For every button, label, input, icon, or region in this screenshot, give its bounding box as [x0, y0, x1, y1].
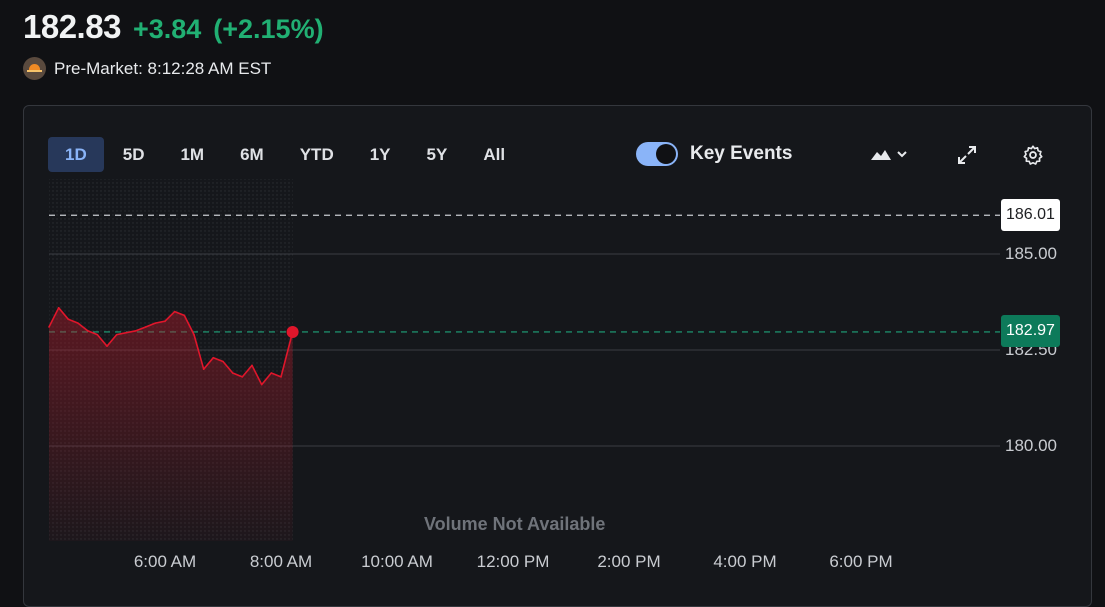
price-point	[193, 333, 195, 336]
price-point	[164, 320, 166, 322]
price-points	[48, 306, 294, 386]
chart-card: 1D 5D 1M 6M YTD 1Y 5Y All Key Events	[23, 105, 1092, 607]
price-point	[270, 372, 273, 374]
range-tab-all[interactable]: All	[483, 145, 506, 164]
price-area	[49, 307, 293, 541]
range-tab-1y[interactable]: 1Y	[369, 145, 391, 164]
price-change-percent: (+2.15%)	[213, 14, 324, 44]
price-point	[241, 376, 244, 378]
price-point	[135, 330, 137, 332]
price-point	[106, 345, 108, 347]
price-point	[251, 364, 253, 367]
range-tab-5y[interactable]: 5Y	[426, 145, 448, 164]
price-change: +3.84	[132, 14, 202, 44]
current-price: 182.83	[23, 8, 121, 45]
x-tick-label: 8:00 AM	[249, 552, 313, 571]
price-point	[77, 322, 79, 324]
range-tab-5d[interactable]: 5D	[122, 145, 145, 164]
price-point	[57, 306, 60, 309]
mountain-chart-icon	[871, 150, 907, 160]
price-point	[202, 368, 205, 371]
range-tab-6m[interactable]: 6M	[240, 145, 264, 164]
range-tab-1m[interactable]: 1M	[180, 145, 205, 164]
key-events-toggle[interactable]: Key Events	[636, 142, 792, 166]
price-point	[96, 333, 99, 336]
quote-header: 182.83 +3.84 (+2.15%)	[23, 8, 324, 46]
price-chart	[48, 179, 1000, 541]
x-tick-label: 6:00 PM	[829, 552, 893, 571]
x-tick-label: 2:00 PM	[597, 552, 661, 571]
current-price-dot[interactable]	[286, 325, 299, 338]
gear-icon	[1023, 145, 1043, 165]
price-point	[125, 331, 128, 334]
price-point	[67, 318, 70, 321]
price-point	[115, 333, 118, 336]
y-tick-label: 180.00	[1005, 436, 1057, 455]
price-point	[86, 330, 89, 332]
price-point	[260, 383, 263, 386]
x-tick-label: 4:00 PM	[713, 552, 777, 571]
current-price-tag: 182.97	[1001, 315, 1060, 347]
x-tick-label: 12:00 PM	[476, 552, 550, 571]
price-point	[144, 326, 147, 328]
price-point	[212, 356, 215, 359]
expand-icon	[958, 146, 976, 164]
toggle-switch[interactable]	[636, 142, 678, 166]
high-price-tag: 186.01	[1001, 199, 1060, 231]
range-tabs: 1D 5D 1M 6M YTD 1Y 5Y All	[48, 137, 522, 172]
price-point	[154, 322, 157, 324]
session-status: Pre-Market: 8:12:28 AM EST	[23, 57, 271, 80]
price-point	[280, 376, 282, 378]
toggle-knob	[656, 144, 676, 164]
reference-lines	[49, 214, 1000, 333]
price-point	[173, 310, 176, 313]
price-line	[48, 307, 294, 386]
price-point	[231, 372, 234, 374]
fullscreen-button[interactable]	[954, 142, 980, 168]
key-events-label: Key Events	[690, 143, 793, 164]
chart-type-dropdown[interactable]	[867, 142, 913, 168]
x-tick-label: 10:00 AM	[361, 552, 433, 571]
price-point	[222, 360, 224, 363]
range-tab-1d[interactable]: 1D	[48, 137, 104, 172]
y-tick-label: 185.00	[1005, 244, 1057, 263]
sunrise-icon	[23, 57, 46, 80]
price-point	[48, 326, 50, 328]
range-tab-ytd[interactable]: YTD	[299, 145, 334, 164]
settings-button[interactable]	[1020, 142, 1046, 168]
session-label: Pre-Market: 8:12:28 AM EST	[54, 58, 272, 78]
volume-unavailable-message: Volume Not Available	[424, 514, 606, 534]
price-point	[183, 314, 186, 317]
x-tick-label: 6:00 AM	[133, 552, 197, 571]
